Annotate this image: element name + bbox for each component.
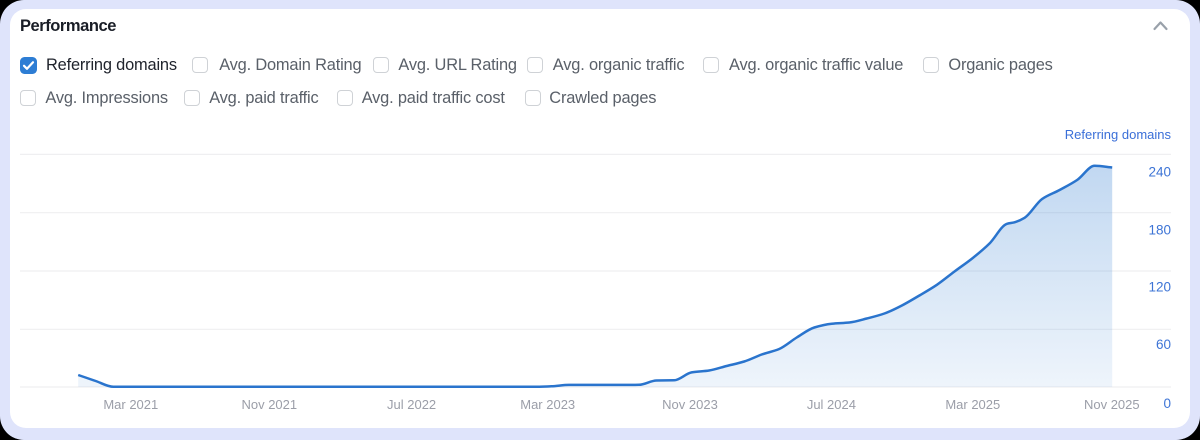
svg-text:0: 0 bbox=[1163, 396, 1171, 411]
svg-text:Nov 2023: Nov 2023 bbox=[662, 397, 718, 412]
svg-text:180: 180 bbox=[1148, 222, 1171, 237]
svg-text:60: 60 bbox=[1156, 337, 1171, 352]
svg-text:Nov 2025: Nov 2025 bbox=[1084, 397, 1140, 412]
svg-text:Mar 2025: Mar 2025 bbox=[945, 397, 1000, 412]
svg-text:Mar 2023: Mar 2023 bbox=[520, 397, 575, 412]
svg-text:Nov 2021: Nov 2021 bbox=[241, 397, 297, 412]
svg-text:120: 120 bbox=[1148, 280, 1171, 295]
svg-text:Referring domains: Referring domains bbox=[1065, 127, 1172, 142]
svg-text:Jul 2022: Jul 2022 bbox=[387, 397, 436, 412]
svg-text:Jul 2024: Jul 2024 bbox=[807, 397, 856, 412]
svg-text:240: 240 bbox=[1148, 164, 1171, 179]
svg-text:Mar 2021: Mar 2021 bbox=[103, 397, 158, 412]
